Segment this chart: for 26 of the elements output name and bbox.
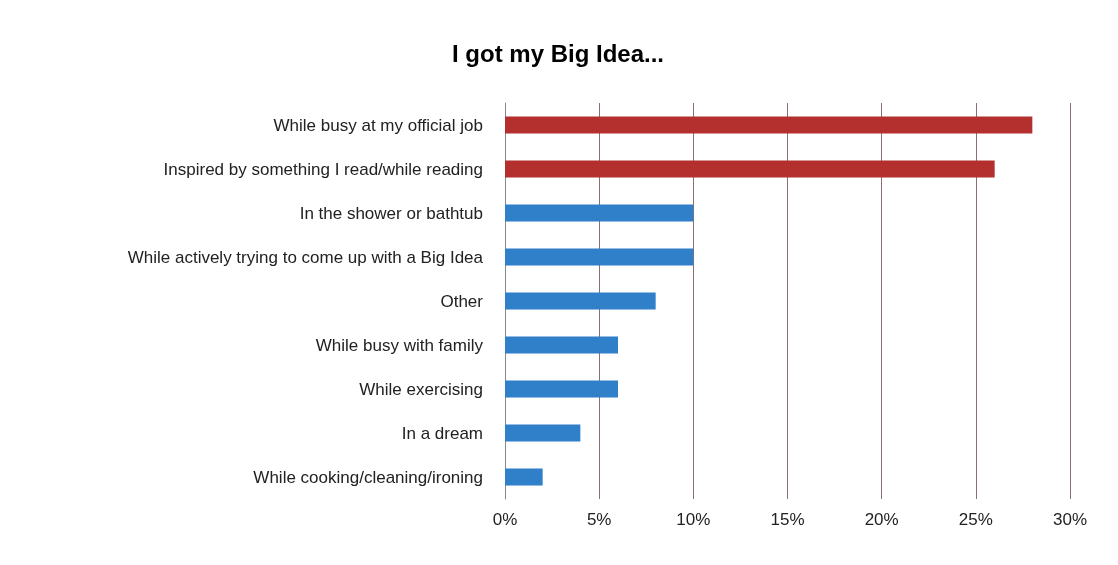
y-tick-label: While busy at my official job [273,115,483,135]
x-tick-label: 10% [676,510,711,529]
y-tick-label: Other [440,291,484,311]
bar [505,336,618,354]
bar [505,160,995,178]
y-tick-label: While exercising [359,379,483,399]
bar [505,292,656,310]
bar [505,380,618,398]
y-tick-label: While cooking/cleaning/ironing [253,467,483,487]
y-tick-label: Inspired by something I read/while reading [163,159,483,179]
y-tick-label: In a dream [401,423,483,443]
x-tick-label: 25% [958,510,993,529]
x-tick-label: 20% [864,510,899,529]
bar [505,424,581,442]
bar [505,248,694,266]
x-tick-label: 5% [586,510,612,529]
chart-title: I got my Big Idea... [451,39,665,67]
x-tick-label: 0% [492,510,518,529]
y-tick-label: In the shower or bathtub [299,203,483,223]
x-tick-label: 30% [1052,510,1088,529]
bar [505,468,543,486]
x-tick-label: 15% [770,510,805,529]
bar [505,204,694,222]
bar [505,116,1033,134]
y-tick-label: While busy with family [315,335,484,355]
y-tick-label: While actively trying to come up with a Big Idea [127,247,484,267]
